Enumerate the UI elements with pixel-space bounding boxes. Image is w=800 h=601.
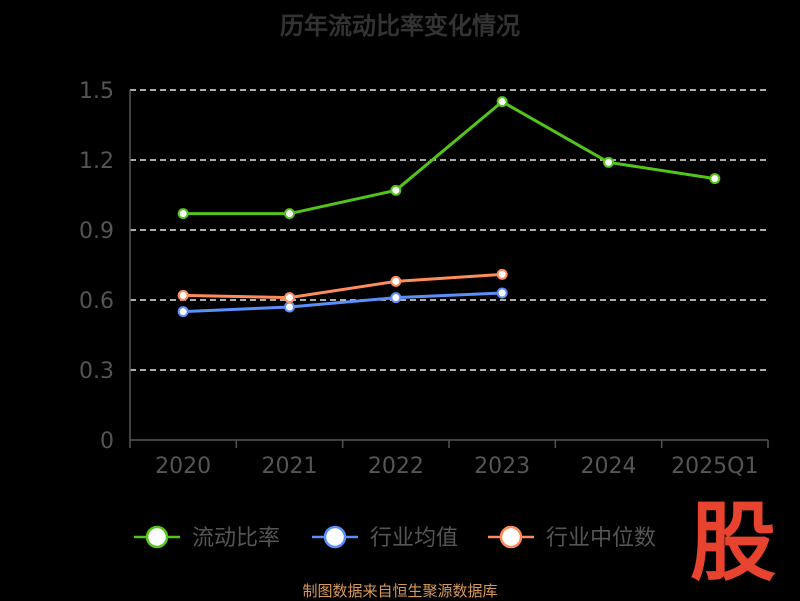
- series-0-point: [496, 96, 508, 108]
- x-tick-label: 2023: [474, 454, 530, 479]
- x-axis-tick-labels: 2020 2021 2022 2023 2024 2025Q1: [155, 454, 758, 479]
- legend-item: 行业均值: [312, 525, 458, 551]
- y-tick-label: 1.2: [79, 149, 114, 174]
- series-1-point: [390, 292, 402, 304]
- series-0-point: [603, 156, 614, 168]
- grid-lines: [130, 89, 768, 371]
- series-1-point: [496, 287, 508, 299]
- x-tick-label: 2024: [581, 454, 637, 479]
- series-0-line: [183, 99, 716, 216]
- series-1-line: [183, 291, 503, 314]
- series-0-point: [709, 173, 721, 185]
- y-tick-label: 0.9: [79, 219, 114, 244]
- series-2-point: [177, 289, 189, 301]
- chart-title: 历年流动比率变化情况: [280, 12, 520, 40]
- series-0-point: [177, 208, 189, 220]
- y-axis-tick-labels: 0 0.3 0.6 0.9 1.2 1.5: [79, 79, 114, 454]
- legend-label: 流动比率: [192, 526, 280, 551]
- series-2-point: [284, 292, 295, 304]
- source-note: 制图数据来自恒生聚源数据库: [302, 582, 498, 600]
- series-1-point: [177, 306, 189, 318]
- legend: 流动比率 行业均值 行业中位数: [134, 525, 656, 551]
- legend-marker: [499, 525, 523, 549]
- legend-marker: [323, 525, 347, 549]
- y-tick-label: 1.5: [79, 79, 114, 104]
- series-0-point: [284, 208, 295, 220]
- legend-label: 行业均值: [370, 526, 458, 551]
- x-tick-label: 2021: [262, 454, 318, 479]
- legend-label: 行业中位数: [546, 526, 656, 551]
- axes: [129, 90, 769, 448]
- legend-marker: [145, 525, 169, 549]
- watermark-logo: 股: [690, 493, 776, 593]
- series-lines: [177, 96, 721, 318]
- series-2-line: [183, 272, 503, 300]
- x-tick-label: 2022: [368, 454, 424, 479]
- y-tick-label: 0.3: [79, 359, 114, 384]
- series-2-point: [390, 275, 402, 287]
- legend-item: 流动比率: [134, 525, 280, 551]
- legend-item: 行业中位数: [488, 525, 656, 551]
- series-1-point: [284, 301, 295, 313]
- y-tick-label: 0: [100, 429, 114, 454]
- series-2-point: [496, 268, 508, 280]
- x-tick-label: 2020: [155, 454, 211, 479]
- series-0-point: [390, 184, 402, 196]
- y-tick-label: 0.6: [79, 289, 114, 314]
- x-tick-label: 2025Q1: [671, 454, 758, 479]
